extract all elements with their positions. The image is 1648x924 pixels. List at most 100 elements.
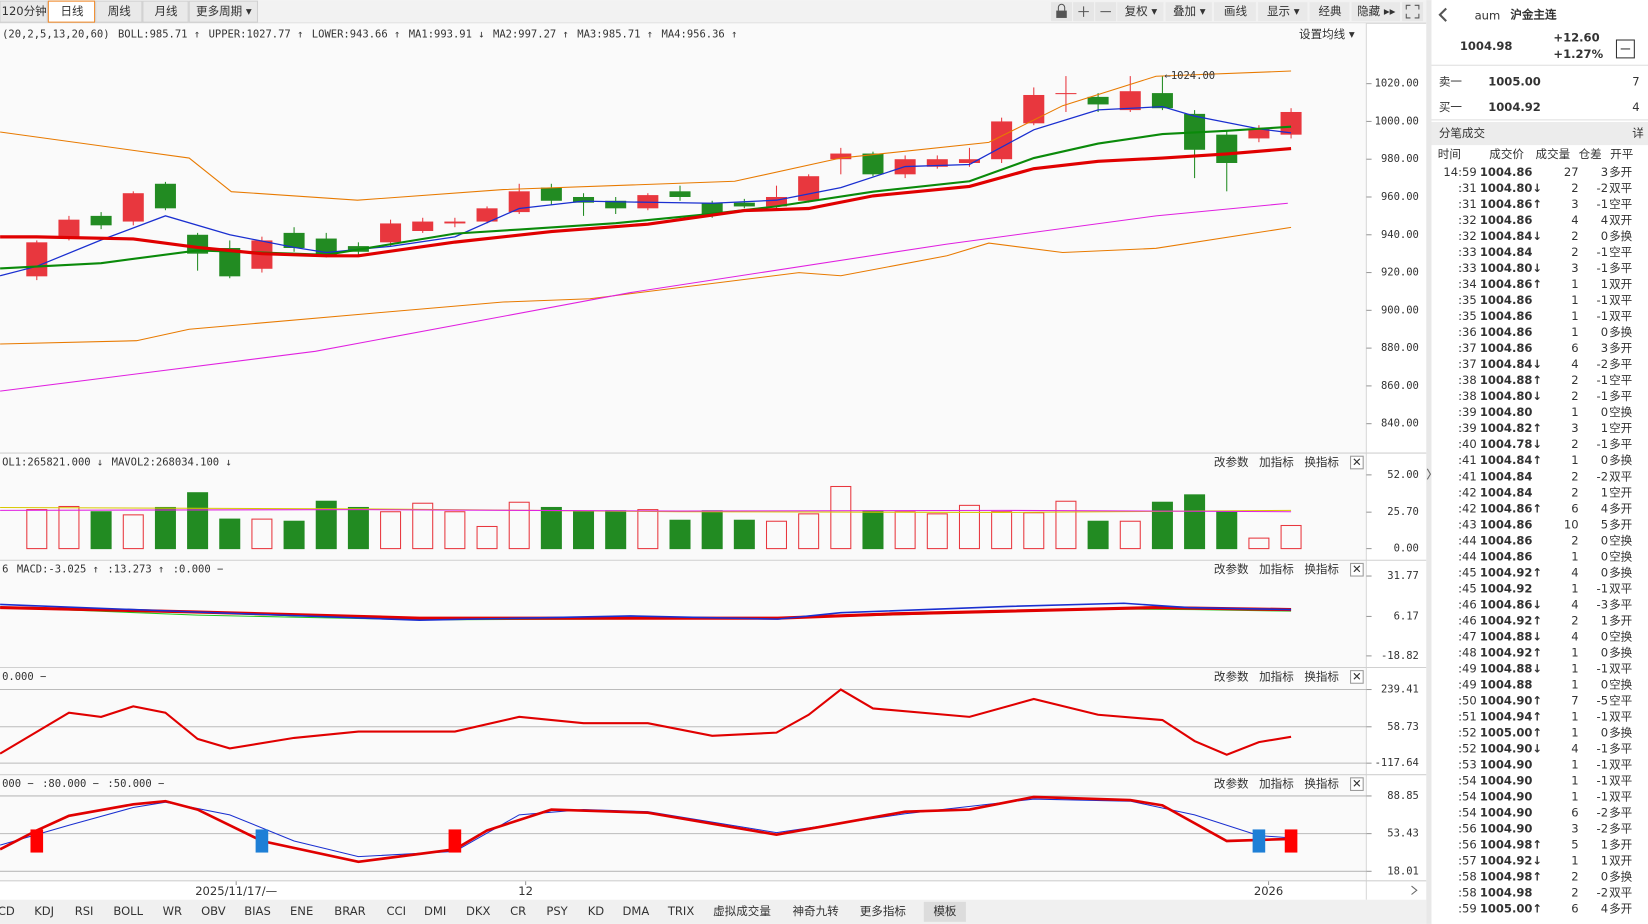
candle-body bbox=[26, 242, 48, 277]
back-arrow[interactable] bbox=[1438, 7, 1447, 22]
indicator-tab[interactable]: 虚拟成交量 bbox=[713, 904, 771, 918]
indicator-tab[interactable]: CR bbox=[510, 904, 526, 918]
splitter-arrow[interactable] bbox=[1426, 468, 1432, 480]
zoom-out[interactable] bbox=[1095, 2, 1117, 22]
panel-button[interactable]: 加指标 bbox=[1259, 455, 1294, 469]
period-label[interactable]: 120分钟 bbox=[2, 4, 47, 18]
indicator-tab[interactable]: KDJ bbox=[34, 904, 54, 918]
close-button[interactable]: ✕ bbox=[1352, 669, 1362, 683]
indicator-tab[interactable]: TRIX bbox=[667, 904, 694, 918]
panel-button[interactable]: 加指标 bbox=[1259, 777, 1294, 791]
indicator-tab[interactable]: 神奇九转 bbox=[792, 904, 839, 918]
zoom-in[interactable] bbox=[1073, 2, 1095, 22]
trade-price: 1004.78 bbox=[1480, 437, 1533, 451]
volume-bar bbox=[605, 510, 627, 550]
indicator-tab[interactable]: 更多指标 bbox=[860, 904, 907, 918]
panel-button[interactable]: 加指标 bbox=[1259, 669, 1294, 683]
period-tab[interactable] bbox=[95, 0, 143, 23]
splitter[interactable] bbox=[1426, 0, 1432, 924]
close-box[interactable] bbox=[1350, 562, 1364, 577]
panel-button[interactable]: 改参数 bbox=[1214, 455, 1249, 469]
trade-direction: ↓ bbox=[1532, 597, 1542, 611]
panel-button[interactable]: 换指标 bbox=[1304, 777, 1339, 791]
indicator-tab[interactable]: DMA bbox=[622, 904, 649, 918]
period-tab[interactable] bbox=[142, 0, 189, 23]
lock-icon[interactable] bbox=[1051, 2, 1073, 22]
trade-volume: 4 bbox=[1571, 597, 1578, 611]
period-tab[interactable] bbox=[47, 0, 96, 23]
tool-label[interactable]: 复权 ▾ bbox=[1125, 4, 1158, 18]
ma-settings[interactable]: 设置均线 ▾ bbox=[1299, 27, 1355, 41]
legend-item: :50.000 − bbox=[107, 778, 164, 790]
indicator-tab[interactable]: BRAR bbox=[334, 904, 365, 918]
tool-button[interactable] bbox=[1351, 2, 1400, 22]
close-button[interactable]: ✕ bbox=[1352, 562, 1362, 576]
panel-button[interactable]: 换指标 bbox=[1304, 669, 1339, 683]
close-box[interactable] bbox=[1350, 670, 1364, 684]
panel-button[interactable]: 换指标 bbox=[1304, 562, 1339, 576]
panel-button[interactable]: 改参数 bbox=[1214, 777, 1249, 791]
y-tick-label: 18.01 bbox=[1387, 865, 1419, 877]
volume-bar bbox=[251, 518, 273, 550]
indicator-tab[interactable]: RSI bbox=[75, 904, 94, 918]
tool-button[interactable] bbox=[1258, 2, 1308, 22]
y-tick-label: 840.00 bbox=[1381, 418, 1419, 430]
period-label[interactable]: 周线 bbox=[108, 4, 132, 18]
volume-bar bbox=[154, 506, 176, 550]
panel-button[interactable]: 改参数 bbox=[1214, 562, 1249, 576]
close-button[interactable]: ✕ bbox=[1352, 777, 1362, 791]
indicator-tab[interactable]: PSY bbox=[546, 904, 568, 918]
period-tab[interactable] bbox=[188, 0, 259, 23]
indicator-tab[interactable]: WR bbox=[163, 904, 182, 918]
trade-price: 1004.88 bbox=[1480, 661, 1533, 675]
indicator-tab[interactable]: 模板 bbox=[933, 904, 957, 918]
trades-detail[interactable]: 详 bbox=[1632, 126, 1644, 140]
indicator-tab[interactable]: KD bbox=[588, 904, 605, 918]
indicator-tab[interactable]: OBV bbox=[201, 904, 226, 918]
tool-button[interactable] bbox=[1309, 2, 1350, 22]
scroll-arrow[interactable] bbox=[1411, 885, 1418, 895]
trade-time: :31 bbox=[1458, 181, 1477, 195]
close-button[interactable]: ✕ bbox=[1352, 455, 1362, 469]
indicator-tab[interactable]: BIAS bbox=[244, 904, 271, 918]
candle-body bbox=[991, 121, 1013, 160]
panel-button[interactable]: 改参数 bbox=[1214, 669, 1249, 683]
y-tick-label: 940.00 bbox=[1381, 229, 1419, 241]
indicator-tab[interactable]: DKX bbox=[466, 904, 490, 918]
volume-bar bbox=[798, 513, 820, 550]
indicator-tab[interactable]: ENE bbox=[290, 904, 313, 918]
panel-button[interactable]: 加指标 bbox=[1259, 562, 1294, 576]
trade-time: :37 bbox=[1458, 341, 1477, 355]
trade-time: :43 bbox=[1458, 517, 1477, 531]
close-box[interactable] bbox=[1350, 777, 1364, 791]
indicator-tab[interactable]: BOLL bbox=[113, 904, 143, 918]
fullscreen-icon[interactable] bbox=[1402, 2, 1424, 22]
panel-button[interactable]: 换指标 bbox=[1304, 455, 1339, 469]
tool-label[interactable]: 叠加 ▾ bbox=[1173, 4, 1206, 18]
period-label[interactable]: 月线 bbox=[155, 4, 179, 18]
trade-delta: -1 bbox=[1597, 742, 1609, 756]
tool-label[interactable]: 隐藏 ▸▸ bbox=[1357, 4, 1396, 18]
period-label[interactable]: 日线 bbox=[60, 4, 84, 18]
close-box[interactable] bbox=[1350, 455, 1364, 470]
trade-direction: ↑ bbox=[1532, 726, 1542, 740]
indicator-tab[interactable]: CD bbox=[0, 904, 15, 918]
period-tab[interactable] bbox=[0, 0, 48, 23]
tool-button[interactable] bbox=[1213, 2, 1256, 22]
collapse-button[interactable] bbox=[1615, 39, 1635, 59]
tab-highlight[interactable] bbox=[923, 901, 966, 922]
y-tick-label: 25.70 bbox=[1387, 506, 1419, 518]
trade-volume: 1 bbox=[1571, 854, 1578, 868]
tool-button[interactable] bbox=[1165, 2, 1212, 22]
period-label[interactable]: 更多周期 ▾ bbox=[196, 4, 252, 18]
tool-label[interactable]: 经典 bbox=[1319, 4, 1343, 18]
tool-button[interactable] bbox=[1117, 2, 1164, 22]
trade-direction: ↑ bbox=[1532, 453, 1542, 467]
tool-label[interactable]: 画线 bbox=[1224, 4, 1248, 18]
indicator-line bbox=[0, 795, 1292, 864]
indicator-tab[interactable]: CCI bbox=[386, 904, 406, 918]
indicator-tab[interactable]: DMI bbox=[424, 904, 446, 918]
tool-label[interactable]: 显示 ▾ bbox=[1267, 4, 1300, 18]
trade-time: :45 bbox=[1458, 581, 1477, 595]
volume-bar bbox=[380, 511, 402, 550]
